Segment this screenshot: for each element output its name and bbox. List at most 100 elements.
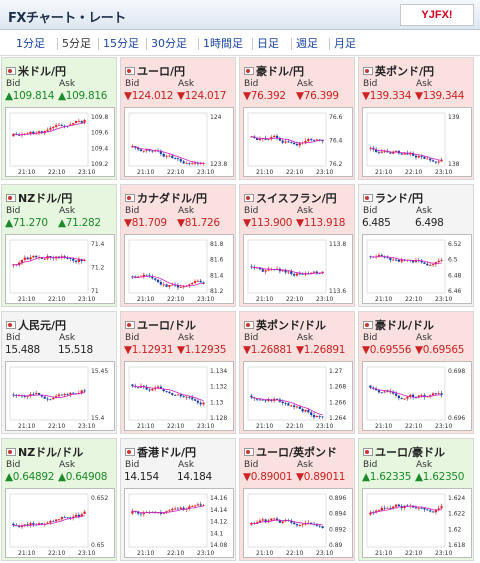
price-chart[interactable]: 1.624 1.622 1.62 1.618 21:10 22:10 23:10 bbox=[362, 488, 472, 558]
x-tick-label: 23:10 bbox=[197, 169, 214, 176]
bid-label: Bid bbox=[244, 206, 259, 216]
pair-name[interactable]: NZドル/ドル bbox=[6, 444, 83, 460]
pair-name[interactable]: ユーロ/英ポンド bbox=[244, 444, 337, 460]
pair-name[interactable]: 英ポンド/円 bbox=[363, 63, 434, 79]
rate-card[interactable]: ランド/円 Bid Ask 6.485 6.498 6.52 6.5 6.48 6.46 21:1… bbox=[358, 184, 474, 307]
price-chart[interactable]: 15.45 15.4 21:10 22:10 23:10 bbox=[5, 361, 115, 431]
pair-name[interactable]: ユーロ/豪ドル bbox=[363, 444, 445, 460]
tab-2[interactable]: 15分足 bbox=[103, 37, 139, 50]
candle-body bbox=[307, 273, 310, 274]
y-tick-label: 81.2 bbox=[210, 288, 224, 295]
candle-body bbox=[295, 144, 299, 146]
pair-name[interactable]: 豪ドル/円 bbox=[244, 63, 304, 79]
price-chart[interactable]: 113.8 113.6 21:10 22:10 23:10 bbox=[243, 234, 353, 304]
pair-name[interactable]: スイスフラン/円 bbox=[244, 190, 337, 206]
candle-body bbox=[414, 260, 418, 263]
candle-body bbox=[375, 149, 378, 152]
ask-value: ▲109.816 bbox=[58, 90, 107, 102]
pair-name[interactable]: 豪ドル/ドル bbox=[363, 317, 434, 333]
rate-card[interactable]: 豪ドル/円 Bid Ask ▼76.392 ▼76.399 76.6 76.4 76.2 21:… bbox=[239, 57, 355, 180]
price-chart[interactable]: 139 138 21:10 22:10 23:10 bbox=[362, 107, 472, 177]
pair-name[interactable]: NZドル/円 bbox=[6, 190, 72, 206]
pair-name[interactable]: ランド/円 bbox=[363, 190, 423, 206]
candle-body bbox=[83, 260, 86, 262]
candle-body bbox=[145, 149, 148, 151]
candle-body bbox=[182, 396, 185, 398]
rate-card[interactable]: NZドル/ドル Bid Ask ▲0.64892 ▲0.64908 0.652 0.65 21… bbox=[1, 438, 117, 561]
price-chart[interactable]: 109.8 109.6 109.4 109.2 21:10 22:10 23:10 bbox=[5, 107, 115, 177]
ask-value: 15.518 bbox=[58, 344, 93, 356]
yjfx-logo[interactable]: YJFX! bbox=[400, 4, 474, 26]
bid-label: Bid bbox=[125, 333, 140, 343]
tab-5[interactable]: 日足 bbox=[257, 37, 279, 50]
flag-icon bbox=[6, 448, 16, 456]
price-chart[interactable]: 14.16 14.14 14.12 14.1 14.08 21:10 22:10 23:10 bbox=[124, 488, 234, 558]
moving-average-line bbox=[132, 505, 204, 514]
price-chart[interactable]: 124 123.8 21:10 22:10 23:10 bbox=[124, 107, 234, 177]
x-tick-label: 21:10 bbox=[18, 169, 35, 176]
price-chart[interactable]: 71.4 71.2 71 21:10 22:10 23:10 bbox=[5, 234, 115, 304]
pair-name[interactable]: 英ポンド/ドル bbox=[244, 317, 326, 333]
price-chart[interactable]: 6.52 6.5 6.48 6.46 21:10 22:10 23:10 bbox=[362, 234, 472, 304]
candle-body bbox=[389, 391, 392, 393]
rate-card[interactable]: ユーロ/円 Bid Ask ▼124.012 ▼124.017 124 123.8 21:10… bbox=[120, 57, 236, 180]
rate-card[interactable]: 英ポンド/円 Bid Ask ▼139.334 ▼139.344 139 138 21:10 2… bbox=[358, 57, 474, 180]
pair-name[interactable]: ユーロ/円 bbox=[125, 63, 185, 79]
candle-body bbox=[74, 260, 78, 262]
candle-body bbox=[394, 150, 398, 152]
x-tick-label: 23:10 bbox=[316, 423, 333, 430]
rate-card[interactable]: スイスフラン/円 Bid Ask ▼113.900 ▼113.918 113.8 113.6… bbox=[239, 184, 355, 307]
tab-1[interactable]: 5分足 bbox=[62, 37, 91, 50]
candle-body bbox=[392, 259, 395, 261]
moving-average-line bbox=[13, 392, 85, 398]
rate-card[interactable]: 米ドル/円 Bid Ask ▲109.814 ▲109.816 109.8 109.6 109… bbox=[1, 57, 117, 180]
ask-number: 81.726 bbox=[184, 217, 220, 229]
candle-body bbox=[202, 505, 205, 506]
candle-body bbox=[49, 128, 52, 130]
candle-body bbox=[414, 507, 418, 509]
y-tick-label: 76.4 bbox=[329, 138, 343, 145]
tab-0[interactable]: 1分足 bbox=[16, 37, 45, 50]
tab-4[interactable]: 1時間足 bbox=[203, 37, 243, 50]
pair-name[interactable]: ユーロ/ドル bbox=[125, 317, 196, 333]
price-chart[interactable]: 1.27 1.268 1.266 1.264 21:10 22:10 23:10 bbox=[243, 361, 353, 431]
rate-card[interactable]: 豪ドル/ドル Bid Ask ▼0.69556 ▼0.69565 0.698 0.696 21… bbox=[358, 311, 474, 434]
rate-card[interactable]: ユーロ/豪ドル Bid Ask ▲1.62335 ▲1.62350 1.624 1.622 1… bbox=[358, 438, 474, 561]
pair-name[interactable]: 人民元/円 bbox=[6, 317, 66, 333]
rate-card[interactable]: 人民元/円 Bid Ask 15.488 15.518 15.45 15.4 21:10 22:… bbox=[1, 311, 117, 434]
candle-body bbox=[417, 507, 420, 509]
pair-name[interactable]: 香港ドル/円 bbox=[125, 444, 196, 460]
rate-card[interactable]: NZドル/円 Bid Ask ▲71.270 ▲71.282 71.4 71.2 71 21:1… bbox=[1, 184, 117, 307]
rate-card[interactable]: 香港ドル/円 Bid Ask 14.154 14.184 14.16 14.14 14.12 1… bbox=[120, 438, 236, 561]
candle-body bbox=[196, 280, 199, 282]
candle-body bbox=[397, 259, 400, 262]
candle-body bbox=[267, 269, 270, 271]
tab-6[interactable]: 週足 bbox=[296, 37, 318, 50]
price-chart[interactable]: 81.8 81.6 81.4 81.2 21:10 22:10 23:10 bbox=[124, 234, 234, 304]
price-chart[interactable]: 0.698 0.696 21:10 22:10 23:10 bbox=[362, 361, 472, 431]
candle-body bbox=[182, 286, 185, 288]
price-chart[interactable]: 0.896 0.894 0.892 0.89 21:10 22:10 23:10 bbox=[243, 488, 353, 558]
tab-7[interactable]: 月足 bbox=[334, 37, 356, 50]
candle-body bbox=[278, 138, 281, 141]
candle-body bbox=[57, 394, 61, 397]
bid-value: ▼124.012 bbox=[124, 90, 173, 102]
tab-3[interactable]: 30分足 bbox=[151, 37, 187, 50]
candle-body bbox=[40, 257, 43, 259]
pair-name[interactable]: 米ドル/円 bbox=[6, 63, 66, 79]
rate-card[interactable]: カナダドル/円 Bid Ask ▼81.709 ▼81.726 81.8 81.6 81.4 8… bbox=[120, 184, 236, 307]
rate-card[interactable]: 英ポンド/ドル Bid Ask ▼1.26881 ▼1.26891 1.27 1.268 1.… bbox=[239, 311, 355, 434]
price-chart[interactable]: 0.652 0.65 21:10 22:10 23:10 bbox=[5, 488, 115, 558]
rate-card[interactable]: ユーロ/英ポンド Bid Ask ▼0.89001 ▼0.89011 0.896 0.894… bbox=[239, 438, 355, 561]
trend-arrow-icon: ▼ bbox=[124, 90, 132, 102]
candle-body bbox=[310, 412, 313, 415]
candle-body bbox=[159, 512, 162, 514]
price-chart[interactable]: 76.6 76.4 76.2 21:10 22:10 23:10 bbox=[243, 107, 353, 177]
rate-card[interactable]: ユーロ/ドル Bid Ask ▼1.12931 ▼1.12935 1.134 1.132 1.… bbox=[120, 311, 236, 434]
pair-name[interactable]: カナダドル/円 bbox=[125, 190, 207, 206]
price-chart[interactable]: 1.134 1.132 1.13 1.128 21:10 22:10 23:10 bbox=[124, 361, 234, 431]
flag-icon bbox=[363, 67, 373, 75]
flag-icon bbox=[6, 194, 16, 202]
ask-number: 0.64908 bbox=[65, 471, 108, 483]
candle-body bbox=[394, 259, 398, 261]
